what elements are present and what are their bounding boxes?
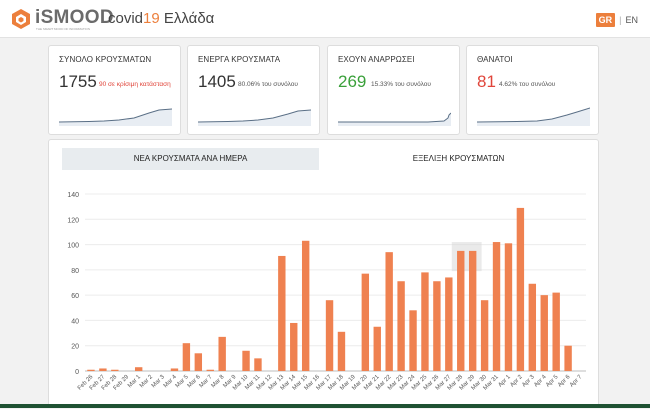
card-active-cases: ΕΝΕΡΓΑ ΚΡΟΥΣΜΑΤΑ 1405 80.06% του συνόλου bbox=[187, 45, 320, 135]
bar bbox=[457, 250, 465, 371]
y-tick-label: 80 bbox=[71, 268, 79, 275]
card-value: 1755 bbox=[59, 72, 97, 91]
card-subtext: 90 σε κρίσιμη κατάσταση bbox=[99, 81, 171, 88]
bar bbox=[480, 300, 489, 371]
tab-daily-cases[interactable]: ΝΕΑ ΚΡΟΥΣΜΑΤΑ ΑΝΑ ΗΜΕΡΑ bbox=[62, 148, 319, 170]
bar bbox=[552, 292, 560, 371]
top-bar: iSMOOD THE SMART MOOD OF INFORMATION cov… bbox=[0, 0, 650, 38]
tab-cases-evolution[interactable]: ΕΞΕΛΙΞΗ ΚΡΟΥΣΜΑΤΩΝ bbox=[412, 154, 505, 163]
ismood-logo[interactable]: iSMOOD THE SMART MOOD OF INFORMATION bbox=[10, 7, 114, 31]
page-title: covid19 Ελλάδα bbox=[108, 10, 215, 27]
bar bbox=[445, 277, 453, 371]
bar bbox=[528, 283, 537, 371]
bottom-border bbox=[0, 404, 650, 408]
bar bbox=[134, 367, 143, 371]
sparkline bbox=[338, 112, 451, 126]
sparkline bbox=[198, 109, 311, 126]
sparkline bbox=[59, 108, 172, 126]
y-tick-label: 0 bbox=[75, 369, 79, 376]
bar bbox=[492, 242, 501, 371]
hover-band bbox=[451, 242, 482, 272]
card-value: 269 bbox=[338, 72, 367, 91]
bar bbox=[254, 358, 262, 371]
y-tick-label: 60 bbox=[71, 293, 79, 300]
bar bbox=[218, 336, 226, 371]
bar bbox=[290, 322, 298, 371]
chart-panel: ΝΕΑ ΚΡΟΥΣΜΑΤΑ ΑΝΑ ΗΜΕΡΑ ΕΞΕΛΙΞΗ ΚΡΟΥΣΜΑΤ… bbox=[48, 139, 599, 408]
card-subtext: 4.62% του συνόλου bbox=[499, 81, 556, 88]
card-deaths: ΘΑΝΑΤΟΙ 81 4.62% του συνόλου bbox=[466, 45, 599, 135]
bar bbox=[564, 345, 572, 371]
bar bbox=[433, 281, 441, 371]
bar bbox=[468, 250, 477, 371]
bar bbox=[111, 369, 119, 371]
logo-tagline: THE SMART MOOD OF INFORMATION bbox=[36, 27, 90, 31]
lang-separator: | bbox=[619, 15, 622, 25]
lang-gr-button[interactable]: GR bbox=[595, 13, 616, 27]
bar bbox=[421, 272, 429, 371]
y-tick-label: 40 bbox=[71, 318, 79, 325]
bar bbox=[385, 252, 393, 371]
card-caption: ΕΝΕΡΓΑ ΚΡΟΥΣΜΑΤΑ bbox=[198, 55, 281, 64]
card-subtext: 80.06% του συνόλου bbox=[238, 81, 298, 88]
card-caption: ΘΑΝΑΤΟΙ bbox=[477, 55, 513, 64]
bar bbox=[397, 281, 405, 371]
y-tick-label: 140 bbox=[67, 192, 79, 199]
logo-text: iSMOOD bbox=[35, 7, 114, 28]
y-tick-label: 20 bbox=[71, 344, 79, 351]
bar bbox=[373, 326, 381, 371]
bar bbox=[325, 300, 334, 371]
card-value: 81 bbox=[477, 72, 496, 91]
lang-en-button[interactable]: EN bbox=[625, 15, 638, 25]
bar bbox=[242, 350, 250, 371]
card-subtext: 15.33% του συνόλου bbox=[371, 81, 431, 88]
bar bbox=[194, 353, 203, 371]
y-tick-label: 100 bbox=[67, 243, 79, 250]
card-caption: ΣΥΝΟΛΟ ΚΡΟΥΣΜΑΤΩΝ bbox=[59, 55, 152, 64]
card-value: 1405 bbox=[198, 72, 236, 91]
bar bbox=[170, 368, 179, 371]
bar bbox=[540, 295, 548, 371]
card-recovered: ΕΧΟΥΝ ΑΝΑΡΡΩΣΕΙ 269 15.33% του συνόλου bbox=[327, 45, 460, 135]
bar bbox=[504, 243, 513, 371]
bar bbox=[278, 255, 286, 371]
sparkline bbox=[477, 107, 590, 126]
card-caption: ΕΧΟΥΝ ΑΝΑΡΡΩΣΕΙ bbox=[338, 55, 415, 64]
bar bbox=[516, 207, 525, 371]
bar bbox=[301, 240, 310, 371]
bar bbox=[337, 331, 346, 371]
bar bbox=[87, 369, 95, 371]
bar bbox=[409, 310, 417, 371]
x-tick-label: Apr 7 bbox=[569, 374, 584, 389]
y-tick-label: 120 bbox=[67, 217, 79, 224]
bar bbox=[361, 273, 370, 371]
language-switcher: GR | EN bbox=[595, 13, 638, 27]
hexagon-logo-icon bbox=[12, 9, 30, 29]
bar bbox=[206, 369, 214, 371]
bar bbox=[182, 343, 191, 371]
bar bbox=[99, 368, 107, 371]
card-total-cases: ΣΥΝΟΛΟ ΚΡΟΥΣΜΑΤΩΝ 1755 90 σε κρίσιμη κατ… bbox=[48, 45, 181, 135]
